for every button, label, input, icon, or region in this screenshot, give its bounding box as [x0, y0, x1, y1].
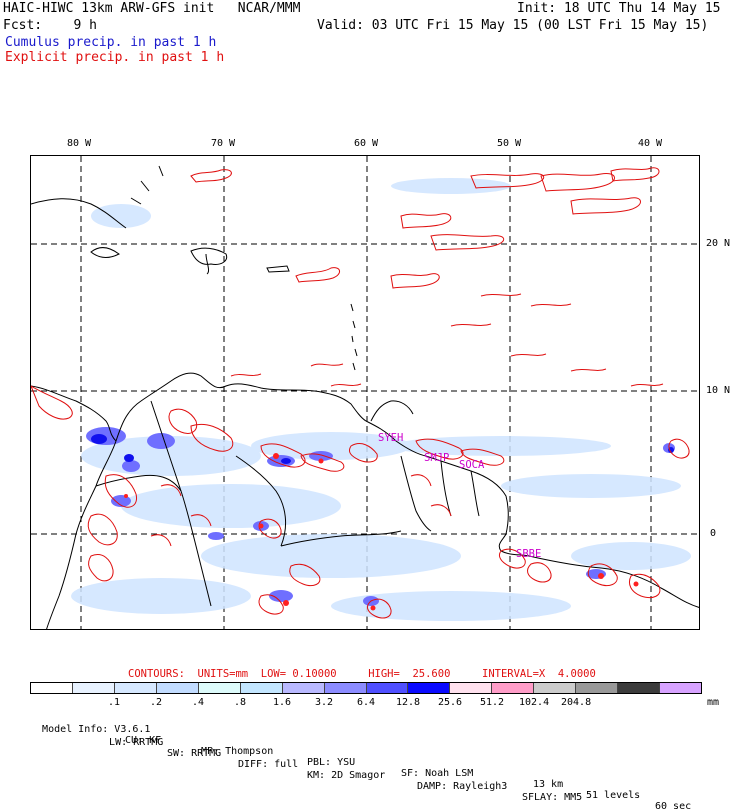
legend-swatch	[282, 683, 325, 693]
lesser-antilles	[350, 303, 358, 371]
lat-label-0: 0	[710, 528, 717, 539]
time-step: 60 sec	[655, 801, 692, 812]
lon-label-50w: 50 W	[497, 138, 522, 149]
lon-label-60w: 60 W	[354, 138, 379, 149]
brazil-north-coast	[528, 555, 699, 608]
central-america-coast	[31, 385, 117, 442]
forecast-hour: Fcst: 9 h	[3, 18, 97, 33]
puerto-rico-coast	[266, 265, 290, 273]
legend-swatch	[72, 683, 115, 693]
map-title: HAIC-HIWC 13km ARW-GFS init NCAR/MMM	[3, 1, 301, 16]
legend-swatch	[114, 683, 157, 693]
cuba-coast	[31, 198, 127, 229]
legend-tick-label: .8	[234, 697, 247, 708]
legend-swatch	[366, 683, 409, 693]
precip-color-legend	[30, 682, 702, 694]
legend-swatch	[450, 683, 493, 693]
legend-tick-label: 102.4	[519, 697, 550, 708]
legend-tick-label: 25.6	[438, 697, 463, 708]
border-venezuela-brazil	[280, 530, 402, 547]
lat-label-20n: 20 N	[706, 238, 731, 249]
trinidad-coast	[370, 400, 414, 422]
legend-swatch	[156, 683, 199, 693]
grid-resolution: 13 km	[533, 779, 564, 790]
caribbean-coast-south-america	[115, 372, 427, 457]
vertical-levels: 51 levels	[586, 790, 641, 801]
shortwave-scheme: SW: RRTMG	[167, 748, 222, 759]
legend-swatch	[618, 683, 661, 693]
lon-label-70w: 70 W	[211, 138, 236, 149]
legend-tick-label: .2	[150, 697, 163, 708]
longwave-scheme: LW: RRTMG	[109, 737, 164, 748]
legend-swatch	[576, 683, 619, 693]
pbl-scheme: PBL: YSU	[307, 757, 356, 768]
eddy-coefficient: KM: 2D Smagor	[307, 770, 386, 781]
legend-swatch	[324, 683, 367, 693]
lon-label-40w: 40 W	[638, 138, 663, 149]
legend-tick-label: .4	[192, 697, 205, 708]
cumulus-precip-label: Cumulus precip. in past 1 h	[5, 35, 217, 50]
precip-map: SYEH SMJP SOCA SBBE	[30, 155, 700, 630]
hispaniola-coast	[190, 247, 228, 265]
legend-tick-label: 6.4	[357, 697, 376, 708]
station-label-soca: SOCA	[459, 459, 485, 471]
surface-scheme: SF: Noah LSM	[401, 768, 474, 779]
border-colombia-peru	[180, 490, 212, 607]
legend-tick-label: 1.6	[273, 697, 292, 708]
model-info-line-2: LW: RRTMG SW: RRTMG DIFF: full KM: 2D Sm…	[97, 726, 582, 803]
legend-swatch	[240, 683, 283, 693]
diffusion-option: DIFF: full	[238, 759, 299, 770]
legend-swatch	[408, 683, 451, 693]
station-label-smjp: SMJP	[424, 452, 450, 464]
legend-swatch	[534, 683, 577, 693]
model-version: Model Info: V3.6.1	[42, 724, 151, 735]
border-venezuela-guyana	[400, 455, 432, 532]
legend-tick-label: 3.2	[315, 697, 334, 708]
legend-swatch	[198, 683, 241, 693]
init-time: Init: 18 UTC Thu 14 May 15	[517, 1, 721, 16]
map-canvas	[31, 156, 699, 629]
guianas-coast	[425, 455, 530, 557]
valid-time: Valid: 03 UTC Fri 15 May 15 (00 LST Fri …	[317, 18, 709, 33]
border-colombia-ecuador	[95, 474, 182, 492]
legend-tick-label: 12.8	[396, 697, 421, 708]
lat-label-10n: 10 N	[706, 385, 731, 396]
jamaica-coast	[90, 247, 120, 258]
legend-swatch	[31, 683, 73, 693]
legend-unit: mm	[707, 697, 720, 708]
coastlines	[31, 165, 699, 629]
pacific-coast-south-america	[46, 440, 117, 629]
legend-tick-label: 204.8	[561, 697, 592, 708]
cumulus-intense-cores	[91, 434, 674, 464]
explicit-precip-label: Explicit precip. in past 1 h	[5, 50, 225, 65]
legend-tick-label: 51.2	[480, 697, 505, 708]
contour-info: CONTOURS: UNITS=mm LOW= 0.10000 HIGH= 25…	[128, 668, 596, 680]
border-colombia-panama	[150, 400, 182, 492]
station-label-syeh: SYEH	[378, 432, 404, 444]
border-venezuela-colombia	[235, 455, 287, 547]
lon-label-80w: 80 W	[67, 138, 92, 149]
explicit-precip-contours	[31, 167, 690, 619]
explicit-precip-cores	[124, 453, 639, 611]
station-label-sbbe: SBBE	[516, 548, 542, 560]
border-suriname-fguiana	[470, 470, 480, 517]
legend-swatch	[492, 683, 535, 693]
legend-swatch	[660, 683, 701, 693]
damping-option: DAMP: Rayleigh3	[417, 781, 508, 792]
surface-layer-option: SFLAY: MM5	[522, 792, 583, 803]
legend-tick-label: .1	[108, 697, 121, 708]
